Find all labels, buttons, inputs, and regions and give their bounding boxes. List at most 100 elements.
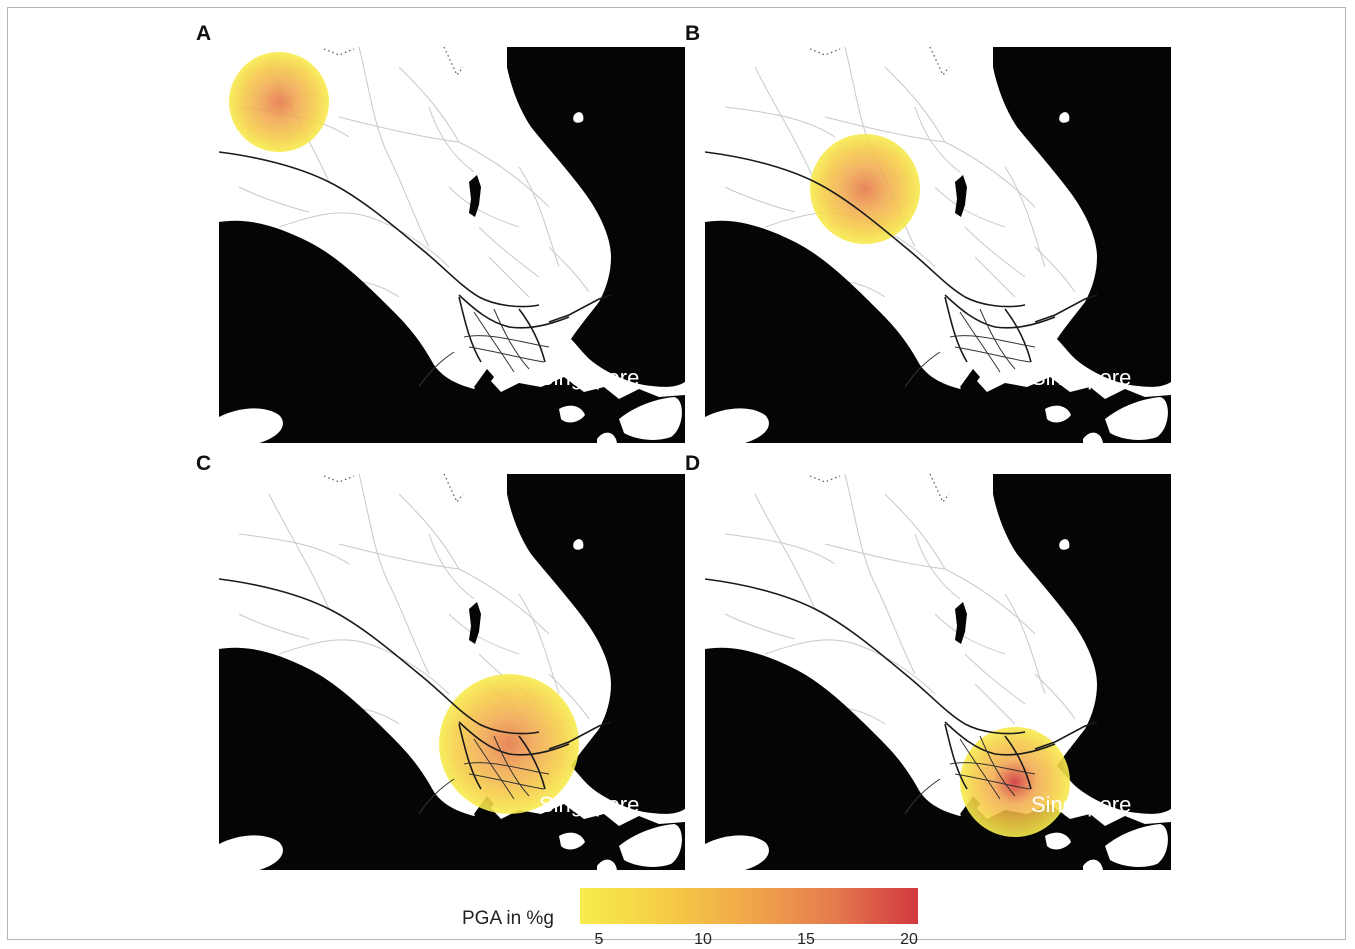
sea-area: [507, 474, 685, 814]
legend-tick-10: 10: [694, 931, 712, 948]
major-road: [548, 721, 612, 750]
city-road: [954, 773, 1031, 790]
minor-road: [854, 643, 936, 695]
minor-road: [448, 613, 520, 655]
island: [705, 835, 769, 870]
city-road: [418, 778, 455, 815]
panel-letter-d: D: [685, 452, 701, 475]
city-road: [959, 311, 1001, 373]
minor-road: [1004, 593, 1046, 695]
island: [1059, 539, 1070, 550]
reservoir: [469, 602, 481, 644]
minor-road: [358, 474, 430, 675]
island: [559, 405, 585, 423]
minor-road: [548, 246, 590, 293]
major-road: [944, 721, 1056, 756]
minor-road: [764, 639, 856, 655]
major-road: [219, 578, 540, 735]
city-road: [493, 735, 530, 797]
minor-road: [488, 256, 530, 298]
minor-road: [914, 106, 961, 173]
legend-title: PGA in %g: [462, 908, 554, 929]
base-map: [219, 474, 685, 870]
island: [1105, 397, 1168, 440]
figure-frame: [7, 7, 1346, 940]
minor-road: [754, 493, 816, 610]
major-road: [458, 296, 482, 363]
road-network: [705, 474, 1098, 815]
minor-road: [724, 613, 796, 640]
minor-road: [724, 186, 796, 213]
sea-area: [993, 474, 1171, 814]
minor-road: [238, 613, 310, 640]
minor-road: [268, 493, 330, 610]
city-road: [979, 308, 1016, 370]
major-road: [219, 151, 540, 308]
island: [1059, 112, 1070, 123]
minor-road: [1034, 246, 1076, 293]
island: [1083, 432, 1103, 443]
island: [219, 408, 283, 443]
city-road: [954, 346, 1031, 363]
island: [597, 859, 617, 870]
island: [619, 824, 682, 867]
city-road: [463, 762, 550, 775]
reservoir: [469, 175, 481, 217]
road-network: [705, 47, 1098, 388]
map-panel-b: Singapore: [705, 47, 1171, 443]
legend-tick-5: 5: [594, 931, 604, 948]
minor-road: [974, 256, 1016, 298]
island: [705, 408, 769, 443]
city-road: [949, 762, 1036, 775]
major-road: [458, 723, 482, 790]
major-road: [1004, 308, 1032, 363]
sea-area: [474, 369, 494, 395]
minor-road: [914, 533, 961, 600]
legend-colorbar: [580, 888, 918, 924]
singapore-label: Singapore: [1031, 365, 1131, 390]
minor-road: [724, 106, 836, 138]
minor-road: [338, 116, 460, 143]
minor-road: [458, 141, 550, 208]
map-panel-a: Singapore: [219, 47, 685, 443]
panel-letter-b: B: [685, 22, 701, 45]
minor-road: [964, 653, 1026, 705]
minor-road: [824, 543, 946, 570]
city-road: [473, 311, 515, 373]
base-map: [705, 47, 1171, 443]
reservoir: [955, 175, 967, 217]
city-road: [979, 735, 1016, 797]
minor-road: [548, 673, 590, 720]
island: [619, 397, 682, 440]
map-panel-d: Singapore: [705, 474, 1171, 870]
major-road: [548, 294, 612, 323]
singapore-label: Singapore: [539, 792, 639, 817]
minor-road: [724, 533, 836, 565]
minor-road: [754, 66, 816, 183]
border-line: [809, 474, 950, 504]
road-network: [219, 47, 612, 388]
island: [1105, 824, 1168, 867]
base-map: [219, 47, 685, 443]
minor-road: [338, 543, 460, 570]
singapore-label: Singapore: [539, 365, 639, 390]
minor-road: [944, 568, 1036, 635]
minor-road: [934, 613, 1006, 655]
major-road: [944, 294, 1056, 329]
pga-hotspot: [229, 52, 329, 152]
legend-tick-15: 15: [797, 931, 815, 948]
minor-road: [358, 47, 430, 248]
minor-road: [428, 106, 475, 173]
minor-road: [478, 226, 540, 278]
sea-area: [507, 47, 685, 387]
border-line: [323, 47, 464, 77]
minor-road: [884, 493, 946, 570]
minor-road: [398, 66, 460, 143]
city-road: [949, 335, 1036, 348]
minor-road: [368, 216, 450, 268]
city-road: [418, 351, 455, 388]
minor-road: [518, 593, 560, 695]
panel-letter-c: C: [196, 452, 212, 475]
minor-road: [278, 212, 370, 228]
island: [559, 832, 585, 850]
